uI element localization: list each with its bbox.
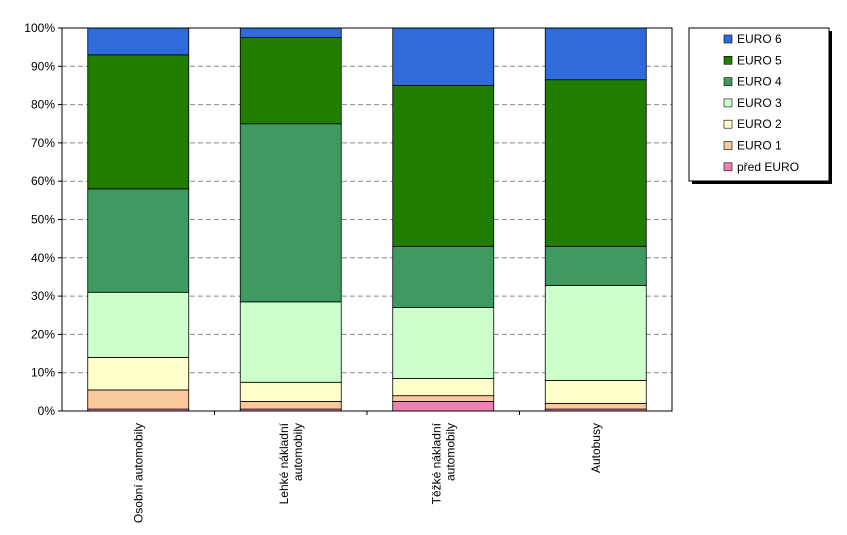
- y-tick-labels: 0% 10% 20% 30% 40% 50% 60% 70% 80% 90% 100%: [24, 21, 55, 418]
- legend-box: [688, 27, 830, 182]
- bar-segment: [392, 27, 495, 86]
- bar-segment: [544, 79, 647, 247]
- bar-segment: [392, 245, 495, 308]
- bar-segment: [544, 379, 647, 404]
- y-tick-label: 50%: [31, 213, 55, 227]
- legend-swatch: [723, 141, 733, 150]
- category-label-line: Těžké nákladní: [429, 422, 443, 504]
- bar-segment: [392, 378, 495, 397]
- category-label-line: automobily: [443, 423, 457, 481]
- legend-swatch: [723, 162, 733, 172]
- legend-swatch: [723, 77, 733, 86]
- legend-label: EURO 6: [737, 32, 782, 46]
- y-tick-label: 0%: [38, 404, 56, 418]
- legend-swatch: [723, 55, 733, 65]
- category-label-line: Osobní automobily: [131, 423, 145, 523]
- category-label-line: Autobusy: [589, 423, 603, 473]
- bar-segment: [87, 54, 190, 190]
- bar-segment: [239, 123, 342, 303]
- y-tick-label: 80%: [31, 98, 55, 112]
- legend-label: před EURO: [737, 160, 799, 174]
- bar-segment: [87, 389, 190, 410]
- legend-label: EURO 4: [737, 75, 782, 89]
- y-tick-label: 90%: [31, 59, 55, 73]
- bar-segment: [239, 37, 342, 125]
- category-labels: Osobní automobily Lehké nákladní automobil…: [131, 422, 603, 523]
- legend-label: EURO 1: [737, 139, 782, 153]
- bar-segment: [239, 27, 342, 38]
- bar-segment: [544, 284, 647, 381]
- bar-segment: [239, 381, 342, 402]
- legend-swatch: [723, 34, 733, 44]
- bar-segment: [239, 401, 342, 410]
- bar-segment: [392, 401, 495, 412]
- y-tick-label: 30%: [31, 289, 55, 303]
- category-label: Osobní automobily: [131, 423, 145, 523]
- bar-segment: [87, 356, 190, 391]
- category-label-line: Lehké nákladní: [277, 422, 291, 504]
- bar-segment: [87, 27, 190, 56]
- bar-segment: [392, 395, 495, 402]
- category-label: Lehké nákladní automobily: [277, 422, 305, 504]
- bar-segment: [392, 85, 495, 247]
- bar-segment: [544, 245, 647, 286]
- bar-segment: [87, 291, 190, 358]
- bar-segment: [87, 188, 190, 293]
- category-label: Těžké nákladní automobily: [429, 422, 457, 504]
- y-tick-label: 10%: [31, 366, 55, 380]
- legend: EURO 6 EURO 5 EURO 4 EURO 3 EURO 2 EURO 1 před…: [688, 27, 832, 184]
- legend-label: EURO 2: [737, 117, 782, 131]
- legend-label: EURO 3: [737, 96, 782, 110]
- bar-segment: [544, 27, 647, 81]
- y-tick-label: 70%: [31, 136, 55, 150]
- bar-segment: [544, 402, 647, 410]
- legend-label: EURO 5: [737, 53, 782, 67]
- category-label-line: automobily: [291, 423, 305, 481]
- y-tick-label: 100%: [24, 21, 55, 35]
- legend-swatch: [723, 98, 733, 108]
- y-tick-label: 60%: [31, 174, 55, 188]
- bar-segment: [392, 307, 495, 379]
- bars: [87, 27, 647, 412]
- y-tick-label: 40%: [31, 251, 55, 265]
- legend-swatch: [723, 119, 733, 129]
- bar-segment: [239, 301, 342, 383]
- y-tick-label: 20%: [31, 327, 55, 341]
- category-label: Autobusy: [589, 423, 603, 473]
- plot-area-border: [61, 27, 673, 412]
- axes: [58, 27, 673, 415]
